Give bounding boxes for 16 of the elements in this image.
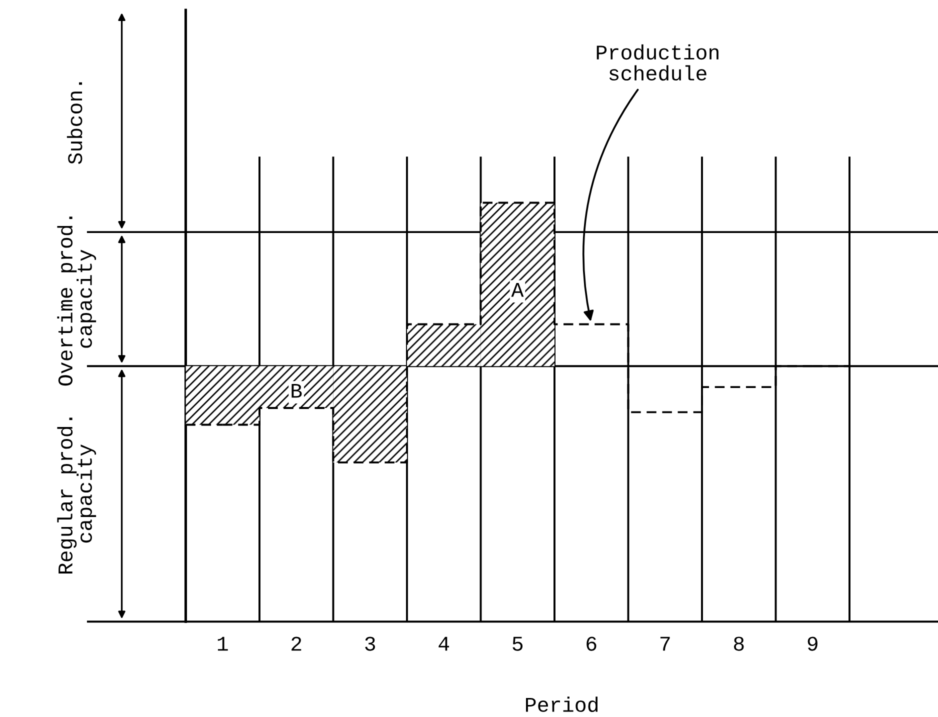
text: Subcon.	[66, 82, 82, 164]
x-tick-label: 8	[734, 636, 744, 651]
annotation: Production schedule	[596, 44, 718, 81]
text: Overtime prod. capacity	[57, 216, 96, 386]
x-tick-label: 2	[292, 636, 302, 651]
x-tick-label: 1	[218, 636, 228, 651]
x-tick-label: 9	[808, 636, 818, 651]
annotation: B	[292, 384, 302, 398]
x-axis-title: Period	[526, 696, 598, 712]
x-tick-label: 6	[586, 636, 596, 651]
x-tick-label: 7	[660, 636, 670, 651]
x-tick-label: 4	[438, 636, 450, 651]
x-tick-label: 3	[365, 636, 376, 651]
annotation: A	[511, 283, 524, 297]
x-tick-label: 5	[512, 636, 523, 651]
text: Regular prod. capacity	[57, 418, 96, 574]
